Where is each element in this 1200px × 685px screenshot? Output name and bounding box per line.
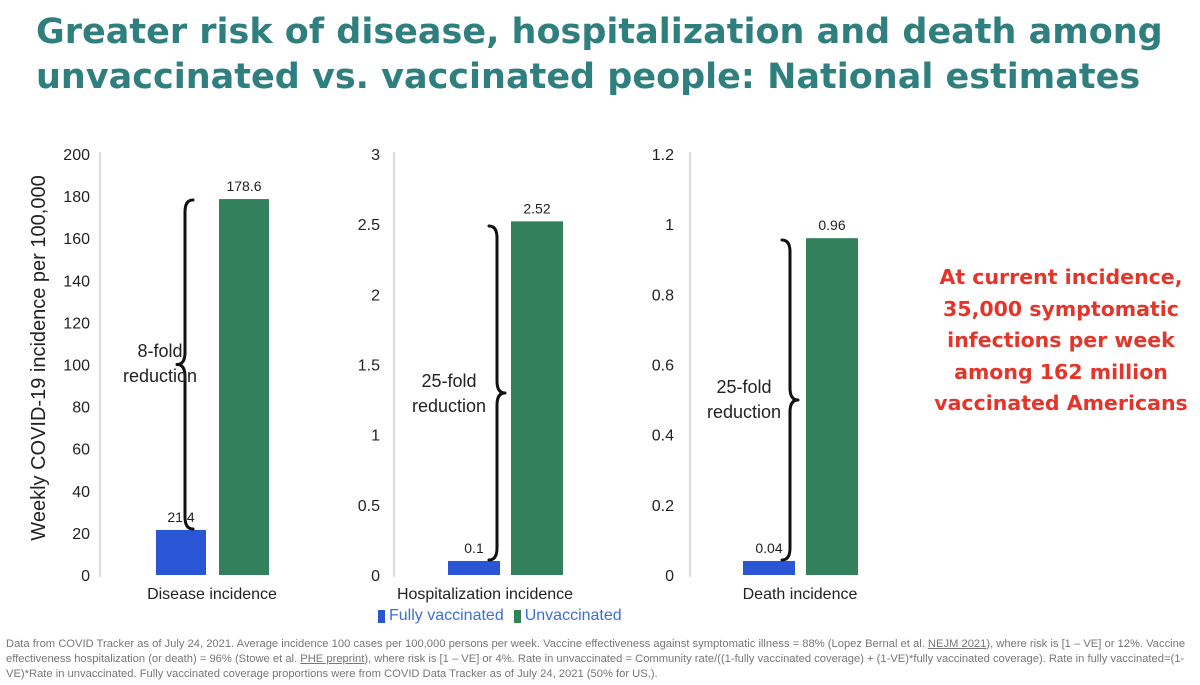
chart-1-y-tick-label: 180 bbox=[63, 189, 90, 206]
callout-line-1: At current incidence, bbox=[939, 265, 1183, 289]
chart-3-y-tick-label: 0.6 bbox=[652, 358, 674, 375]
chart-3-bar-vaccinated bbox=[743, 560, 795, 575]
chart-1-y-tick-label: 40 bbox=[72, 484, 90, 501]
footnote-part-1: Data from COVID Tracker as of July 24, 2… bbox=[6, 638, 928, 650]
callout-line-3: infections per week bbox=[947, 328, 1175, 352]
chart-3-y-tick-label: 0.4 bbox=[652, 428, 674, 445]
footnote-part-3: ), where risk is [1 – VE] or 4%. Rate in… bbox=[6, 653, 1185, 680]
legend-item-vaccinated: Fully vaccinated bbox=[378, 607, 504, 625]
chart-3-data-label-unvaccinated: 0.96 bbox=[818, 217, 845, 233]
legend: Fully vaccinated Unvaccinated bbox=[378, 607, 632, 625]
callout-line-5: vaccinated Americans bbox=[934, 391, 1188, 415]
title-line-1: Greater risk of disease, hospitalization… bbox=[36, 12, 1163, 52]
chart-3-y-tick-label: 1 bbox=[665, 217, 674, 234]
chart-1-brace bbox=[175, 198, 195, 531]
chart-3-y-tick-label: 0.2 bbox=[652, 498, 674, 515]
chart-2-y-tick-label: 2.5 bbox=[358, 217, 380, 234]
chart-3-annotation-line: reduction bbox=[707, 402, 781, 422]
chart-2-x-label: Hospitalization incidence bbox=[397, 586, 573, 603]
legend-label-unvaccinated: Unvaccinated bbox=[524, 607, 622, 624]
chart-2-data-label-vaccinated: 0.1 bbox=[464, 540, 484, 556]
chart-1-y-tick-label: 100 bbox=[63, 358, 90, 375]
chart-1-annotation-line: 8-fold bbox=[137, 341, 182, 361]
chart-1-bar-unvaccinated bbox=[219, 199, 269, 575]
legend-item-unvaccinated: Unvaccinated bbox=[513, 607, 622, 625]
callout-line-4: among 162 million bbox=[954, 359, 1168, 384]
chart-1-y-tick-label: 140 bbox=[63, 273, 90, 290]
chart-3-brace bbox=[780, 238, 800, 562]
chart-2-y-tick-label: 3 bbox=[371, 147, 380, 164]
chart-3-bar-unvaccinated bbox=[806, 238, 858, 575]
chart-3-y-tick-label: 0 bbox=[665, 568, 674, 585]
slide-title: Greater risk of disease, hospitalization… bbox=[36, 10, 1186, 100]
chart-3-x-label: Death incidence bbox=[743, 586, 858, 603]
chart-1-x-label: Disease incidence bbox=[147, 586, 277, 603]
chart-2-bar-vaccinated bbox=[448, 560, 500, 575]
chart-2-y-tick-label: 0 bbox=[371, 568, 380, 585]
footnote-link-phe: PHE preprint bbox=[300, 653, 365, 665]
chart-2-y-tick-label: 1 bbox=[371, 428, 380, 445]
legend-swatch-unvaccinated bbox=[513, 609, 521, 623]
chart-1-annotation-line: reduction bbox=[123, 366, 197, 386]
callout-text: At current incidence, 35,000 symptomatic… bbox=[922, 262, 1200, 420]
footnote-part-2: ), where risk is [1 – VE] or 12%. Vaccin… bbox=[6, 638, 1186, 665]
legend-label-vaccinated: Fully vaccinated bbox=[389, 607, 504, 624]
callout-line-2: 35,000 symptomatic bbox=[943, 296, 1179, 321]
chart-2-y-tick-label: 2 bbox=[371, 287, 380, 304]
chart-1-y-tick-label: 0 bbox=[81, 568, 90, 585]
chart-2-annotation-line: reduction bbox=[412, 396, 486, 416]
chart-2-brace bbox=[487, 224, 507, 562]
chart-1-y-tick-label: 200 bbox=[63, 147, 90, 164]
chart-2-data-label-unvaccinated: 2.52 bbox=[523, 200, 550, 216]
chart-3-y-tick-label: 0.8 bbox=[652, 287, 674, 304]
chart-2-annotation-line: 25-fold bbox=[421, 371, 476, 391]
chart-2-y-tick-label: 1.5 bbox=[358, 358, 380, 375]
title-line-2: unvaccinated vs. vaccinated people: Nati… bbox=[36, 57, 1141, 97]
chart-3-annotation-line: 25-fold bbox=[716, 377, 771, 397]
chart-2-y-tick-label: 0.5 bbox=[358, 498, 380, 515]
chart-1-bar-vaccinated bbox=[156, 529, 206, 575]
footnote: Data from COVID Tracker as of July 24, 2… bbox=[6, 637, 1194, 682]
chart-1-y-tick-label: 160 bbox=[63, 231, 90, 248]
chart-1-y-tick-label: 80 bbox=[72, 400, 90, 417]
footnote-link-nejm: NEJM 2021 bbox=[927, 638, 987, 650]
chart-1-y-axis-title: Weekly COVID-19 incidence per 100,000 bbox=[28, 175, 50, 540]
chart-3-data-label-vaccinated: 0.04 bbox=[755, 540, 782, 556]
chart-1-y-tick-label: 60 bbox=[72, 442, 90, 459]
chart-1-y-tick-label: 20 bbox=[72, 526, 90, 543]
chart-2-bar-unvaccinated bbox=[511, 221, 563, 576]
legend-swatch-vaccinated bbox=[378, 609, 385, 623]
chart-1-y-tick-label: 120 bbox=[63, 315, 90, 332]
chart-3-y-tick-label: 1.2 bbox=[652, 147, 674, 164]
chart-1-data-label-unvaccinated: 178.6 bbox=[226, 178, 261, 194]
chart-1-data-label-vaccinated: 21.4 bbox=[167, 509, 194, 525]
